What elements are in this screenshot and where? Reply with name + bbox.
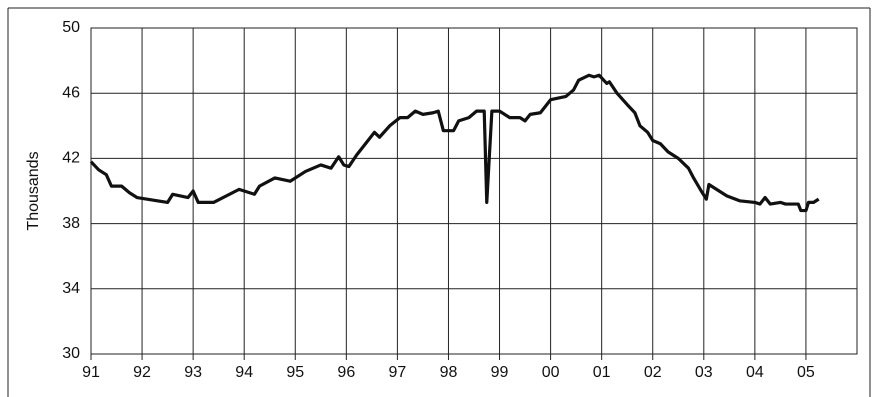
x-tick-label: 01: [593, 364, 611, 381]
y-axis-label: Thousands: [25, 151, 42, 230]
x-tick-label: 92: [133, 364, 151, 381]
x-tick-label: 99: [491, 364, 509, 381]
y-tick-label: 50: [62, 19, 80, 36]
x-tick-label: 91: [82, 364, 100, 381]
x-tick-label: 03: [695, 364, 713, 381]
x-tick-label: 93: [184, 364, 202, 381]
y-tick-label: 30: [62, 345, 80, 362]
x-tick-label: 97: [389, 364, 407, 381]
y-tick-label: 42: [62, 150, 80, 167]
x-tick-label: 96: [337, 364, 355, 381]
x-tick-label: 94: [235, 364, 253, 381]
y-tick-label: 34: [62, 280, 80, 297]
x-tick-label: 00: [542, 364, 560, 381]
x-tick-label: 98: [440, 364, 458, 381]
x-tick-label: 05: [797, 364, 815, 381]
data-line: [89, 73, 820, 213]
x-tick-label: 95: [286, 364, 304, 381]
x-tick-label: 04: [746, 364, 764, 381]
y-tick-label: 38: [62, 215, 80, 232]
plot-area: [90, 27, 858, 355]
y-tick-label: 46: [62, 84, 80, 101]
x-tick-label: 02: [644, 364, 662, 381]
